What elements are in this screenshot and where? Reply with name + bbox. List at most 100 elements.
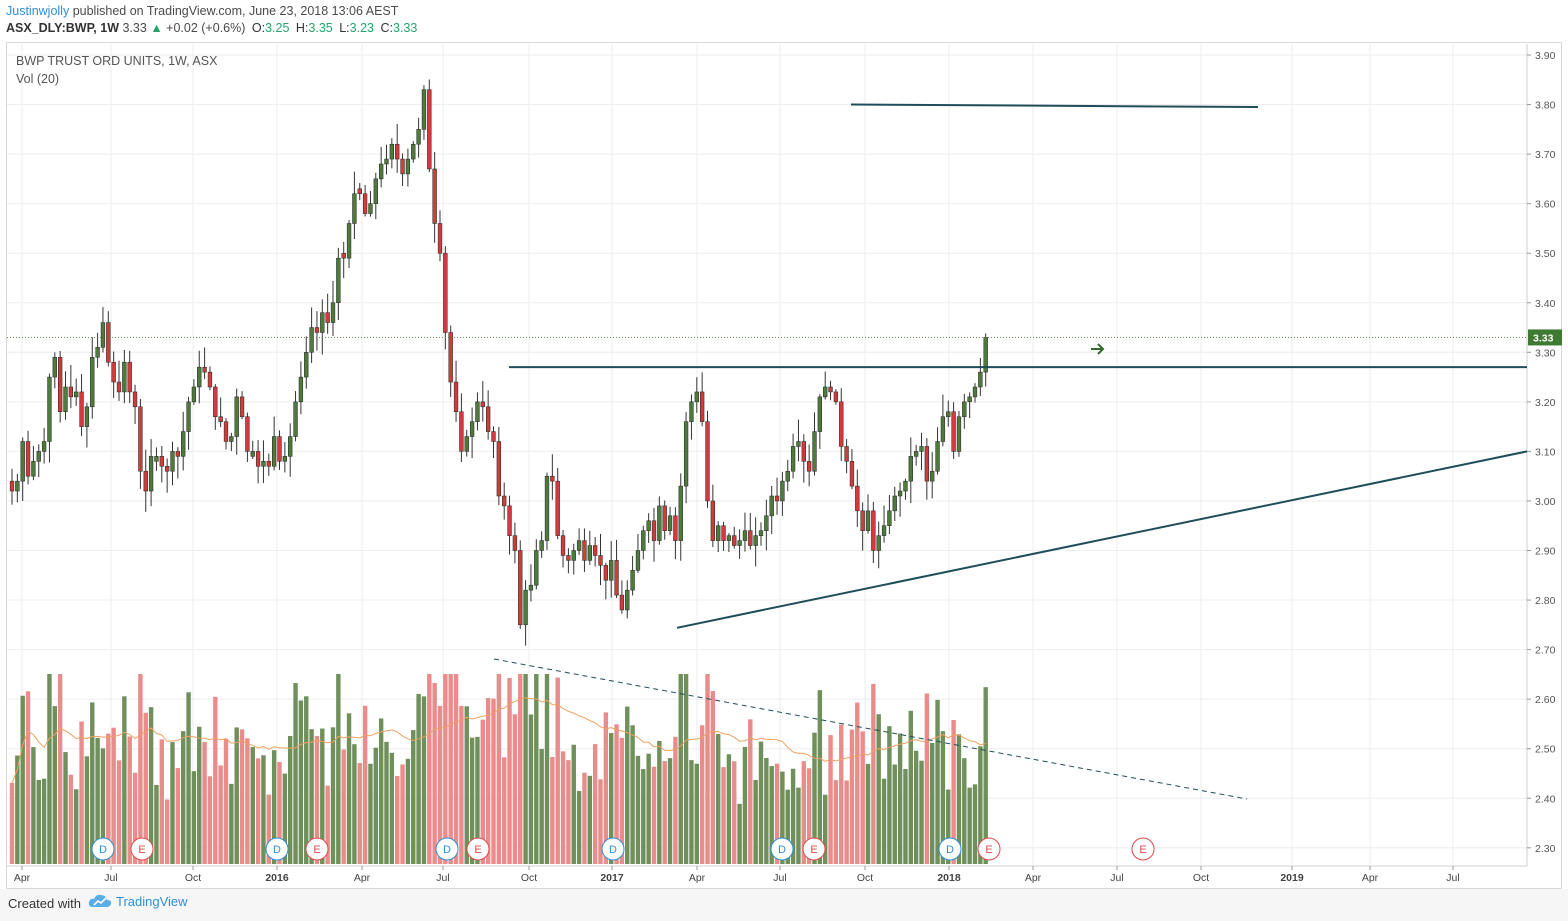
- volume-bar: [705, 674, 710, 864]
- candle-body: [507, 505, 512, 536]
- chart-area[interactable]: [6, 42, 1562, 889]
- volume-bar: [753, 779, 758, 864]
- volume-bar: [576, 790, 582, 864]
- volume-downtrend-line: [493, 658, 1248, 800]
- volume-bar: [662, 761, 667, 864]
- volume-bar: [560, 751, 566, 864]
- volume-bar: [304, 696, 309, 864]
- low-label: L:: [339, 21, 350, 35]
- candle-body: [245, 416, 250, 452]
- candle-body: [74, 391, 79, 398]
- dividend-marker: [770, 837, 794, 861]
- volume-indicator-title[interactable]: Vol (20): [16, 72, 60, 86]
- candle-body: [678, 485, 683, 541]
- pane-legend: BWP TRUST ORD UNITS, 1W, ASX Vol (20): [16, 52, 217, 88]
- candle-body: [630, 570, 635, 591]
- open-label: O:: [251, 21, 266, 35]
- time-axis-label: Apr: [1025, 872, 1042, 884]
- volume-bar: [748, 719, 753, 864]
- candle-body: [95, 347, 100, 358]
- volume-bar: [266, 794, 271, 864]
- time-axis-label: Apr: [354, 872, 371, 884]
- candle-body: [459, 411, 464, 452]
- volume-bar: [919, 760, 924, 864]
- candle-body: [132, 391, 138, 408]
- volume-bar: [646, 753, 651, 864]
- volume-bar: [785, 789, 790, 864]
- volume-bar: [887, 726, 892, 864]
- candle-body: [876, 535, 881, 551]
- price-change: +0.02 (+0.6%): [166, 21, 246, 35]
- candle-body: [58, 357, 63, 413]
- volume-bar: [170, 742, 175, 864]
- tradingview-link[interactable]: TradingView: [88, 894, 188, 909]
- volume-bar: [496, 674, 502, 864]
- volume-bar: [673, 736, 678, 864]
- price-axis-label: 3.70: [1535, 149, 1556, 161]
- dividend-marker-label: D: [443, 844, 451, 856]
- volume-bar: [218, 765, 223, 864]
- candle-body: [175, 451, 180, 457]
- dividend-marker-label: D: [99, 844, 107, 856]
- cloud-logo-icon: [88, 894, 112, 907]
- candle-body: [336, 257, 341, 303]
- volume-bar: [507, 677, 512, 864]
- candle-body: [946, 411, 951, 417]
- volume-bar: [464, 706, 469, 864]
- earnings-marker-label: E: [313, 844, 320, 856]
- candle-body: [277, 436, 282, 462]
- candle-body: [635, 550, 641, 571]
- volume-bar: [325, 785, 330, 864]
- volume-bar: [790, 768, 796, 864]
- earnings-marker: [305, 837, 329, 861]
- candle-body: [330, 302, 336, 323]
- candle-body: [571, 550, 576, 561]
- candle-body: [534, 550, 539, 586]
- candle-body: [833, 391, 839, 403]
- volume-bar: [320, 728, 325, 864]
- volume-bar: [57, 674, 63, 864]
- volume-bar: [277, 761, 282, 864]
- volume-bar: [930, 742, 935, 864]
- resistance-line-upper: [850, 103, 1259, 109]
- candle-body: [186, 401, 191, 432]
- volume-bar: [774, 763, 780, 864]
- volume-bar: [175, 768, 181, 864]
- earnings-marker: [802, 837, 826, 861]
- candle-body: [619, 594, 625, 611]
- volume-bar: [213, 696, 218, 864]
- volume-bar: [395, 776, 400, 864]
- price-chart[interactable]: 3.90 3.80 3.70 3.60 3.50 3.40 3.30 3.20 3.10 3.00…: [0, 0, 1568, 889]
- author-link[interactable]: Justinwjolly: [6, 4, 70, 18]
- volume-bar: [592, 744, 598, 864]
- candle-body: [379, 163, 384, 180]
- volume-bar: [737, 803, 742, 864]
- volume-bar: [849, 729, 855, 864]
- price-axis-label: 3.00: [1535, 496, 1556, 508]
- volume-bar: [550, 757, 555, 864]
- price-axis-label: 3.90: [1535, 50, 1556, 62]
- candle-body: [368, 203, 373, 214]
- candle-body: [416, 129, 421, 145]
- candle-body: [309, 327, 314, 353]
- volume-bar: [855, 702, 860, 864]
- volume-bar: [962, 758, 967, 864]
- volume-bar: [796, 787, 801, 864]
- volume-bar: [181, 731, 186, 864]
- candle-body: [887, 510, 892, 526]
- candle-body: [47, 376, 52, 442]
- volume-bar: [539, 748, 544, 864]
- symbol-label[interactable]: ASX_DLY:BWP, 1W: [6, 21, 119, 35]
- candle-body: [480, 401, 485, 408]
- candle-body: [683, 421, 689, 487]
- candle-body: [774, 495, 780, 502]
- volume-bar: [261, 755, 266, 864]
- volume-bar: [764, 758, 769, 864]
- candle-body: [352, 193, 357, 224]
- price-axis-label: 2.50: [1535, 744, 1556, 756]
- candle-body: [261, 461, 266, 467]
- volume-bar: [683, 674, 689, 864]
- open-value: 3.25: [265, 21, 290, 35]
- volume-bar: [806, 768, 812, 864]
- volume-bar: [25, 691, 31, 864]
